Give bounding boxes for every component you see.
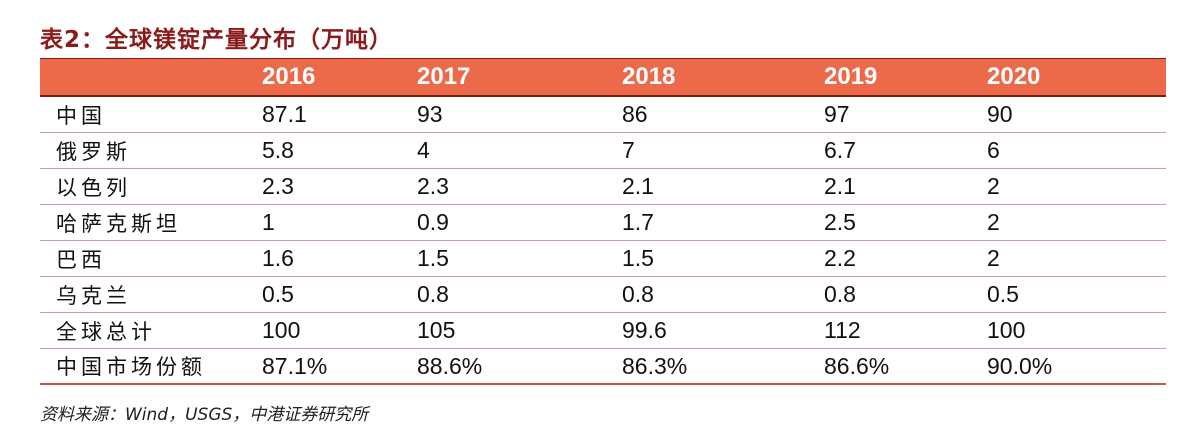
cell-value: 88.6% [417, 352, 483, 379]
cell-value: 4 [417, 137, 430, 163]
cell-value: 2.3 [262, 173, 294, 199]
table-row-ukraine: 乌克兰 0.5 0.8 0.8 0.8 0.5 [40, 277, 1166, 313]
cell-value: 2.1 [622, 173, 654, 199]
header-2019: 2019 [824, 63, 878, 90]
cell-value: 2 [987, 209, 1000, 235]
header-2018: 2018 [622, 63, 676, 90]
cell-value: 87.1% [262, 352, 328, 379]
cell-value: 6.7 [824, 137, 856, 163]
row-label: 中国市场份额 [56, 355, 206, 379]
cell-value: 90 [987, 101, 1013, 127]
cell-value: 1.5 [417, 245, 449, 271]
table-title: 表2：全球镁锭产量分布（万吨） [40, 27, 394, 53]
table-row-china-share: 中国市场份额 87.1% 88.6% 86.3% 86.6% 90.0% [40, 349, 1166, 385]
row-label: 全球总计 [56, 319, 156, 344]
row-label: 中国 [56, 103, 106, 128]
row-label: 以色列 [56, 175, 131, 200]
cell-value: 86.3% [622, 352, 688, 379]
cell-value: 1.7 [622, 209, 654, 235]
cell-value: 2.2 [824, 245, 856, 271]
table-row-brazil: 巴西 1.6 1.5 1.5 2.2 2 [40, 241, 1166, 277]
row-label: 哈萨克斯坦 [56, 211, 181, 236]
cell-value: 97 [824, 101, 850, 127]
header-2016: 2016 [262, 63, 316, 90]
cell-value: 87.1 [262, 101, 307, 127]
cell-value: 0.9 [417, 209, 449, 235]
cell-value: 100 [262, 317, 301, 343]
cell-value: 1.6 [262, 245, 294, 271]
cell-value: 0.8 [824, 281, 856, 307]
cell-value: 0.5 [262, 281, 294, 307]
cell-value: 1 [262, 209, 275, 235]
cell-value: 2 [987, 245, 1000, 271]
table-row-russia: 俄罗斯 5.8 4 7 6.7 6 [40, 133, 1166, 169]
table-row-kazakhstan: 哈萨克斯坦 1 0.9 1.7 2.5 2 [40, 205, 1166, 241]
cell-value: 2.3 [417, 173, 449, 199]
cell-value: 7 [622, 137, 635, 163]
cell-value: 100 [987, 317, 1026, 343]
cell-value: 2.1 [824, 173, 856, 199]
row-label: 乌克兰 [56, 283, 131, 308]
cell-value: 105 [417, 317, 456, 343]
header-2020: 2020 [987, 63, 1041, 90]
cell-value: 86.6% [824, 352, 890, 379]
header-2017: 2017 [417, 63, 471, 90]
row-label: 巴西 [56, 247, 106, 272]
cell-value: 93 [417, 101, 443, 127]
source-note: 资料来源：Wind，USGS，中港证券研究所 [40, 405, 369, 425]
cell-value: 1.5 [622, 245, 654, 271]
cell-value: 2 [987, 173, 1000, 199]
table-header-row: 2016 2017 2018 2019 2020 [40, 59, 1166, 97]
cell-value: 90.0% [987, 352, 1053, 379]
row-label: 俄罗斯 [56, 139, 131, 164]
table-row-global-total: 全球总计 100 105 99.6 112 100 [40, 313, 1166, 349]
cell-value: 5.8 [262, 137, 294, 163]
cell-value: 86 [622, 101, 648, 127]
cell-value: 2.5 [824, 209, 856, 235]
cell-value: 112 [824, 317, 861, 343]
cell-value: 0.8 [417, 281, 449, 307]
cell-value: 99.6 [622, 317, 667, 343]
production-table: 2016 2017 2018 2019 2020 中国 87.1 93 86 9… [40, 59, 1166, 385]
cell-value: 6 [987, 137, 1000, 163]
cell-value: 0.8 [622, 281, 654, 307]
table-row-israel: 以色列 2.3 2.3 2.1 2.1 2 [40, 169, 1166, 205]
cell-value: 0.5 [987, 281, 1019, 307]
table-row-china: 中国 87.1 93 86 97 90 [40, 97, 1166, 133]
